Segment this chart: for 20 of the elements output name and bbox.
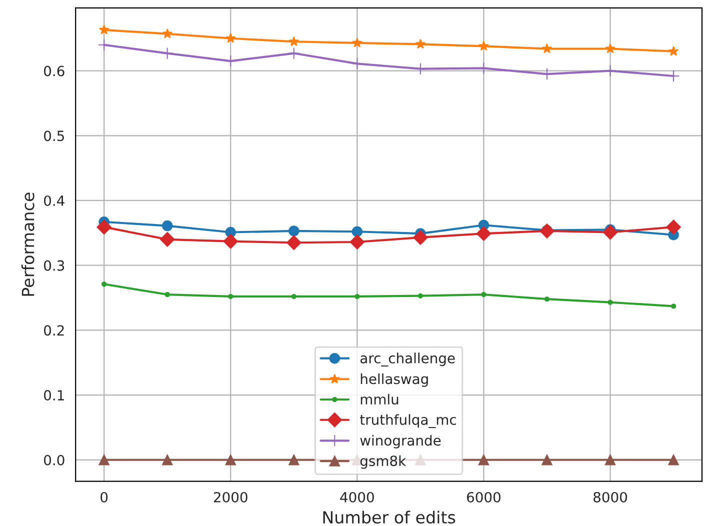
y-tick-label: 0.6 xyxy=(44,66,64,76)
y-tick-label: 0.3 xyxy=(44,260,64,271)
y-tick-label: 0.0 xyxy=(44,454,64,466)
x-tick-label: 2000 xyxy=(214,492,248,502)
legend-label: winogrande xyxy=(360,434,441,448)
legend-label: arc_challenge xyxy=(360,352,455,366)
x-tick-label: 4000 xyxy=(340,492,374,502)
y-tick-label: 0.5 xyxy=(44,130,64,142)
x-tick-label: 6000 xyxy=(467,492,500,502)
x-tick-label: 0 xyxy=(100,492,108,502)
y-tick-label: 0.1 xyxy=(44,390,64,401)
legend-label: mmlu xyxy=(360,394,398,405)
y-tick-label: 0.2 xyxy=(44,325,64,336)
y-tick-label: 0.4 xyxy=(44,195,64,206)
legend-label: truthfulqa_mc xyxy=(360,414,456,428)
legend-label: hellaswag xyxy=(360,373,428,387)
legend-label: gsm8k xyxy=(360,455,406,469)
y-axis-title: Performance xyxy=(21,192,34,296)
x-axis-title: Number of edits xyxy=(323,510,456,524)
x-tick-label: 8000 xyxy=(594,492,628,502)
